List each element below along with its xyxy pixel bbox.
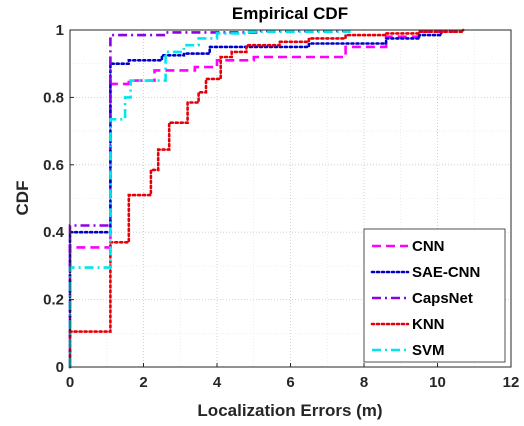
series-line-sae-cnn — [68, 28, 443, 369]
legend-label-knn: KNN — [412, 316, 445, 333]
y-tick-label: 0.8 — [43, 89, 64, 106]
legend-label-capsnet: CapsNet — [412, 290, 473, 307]
y-tick-label: 0 — [56, 359, 64, 376]
y-tick-label: 0.4 — [43, 224, 65, 241]
chart-title: Empirical CDF — [232, 4, 348, 23]
x-tick-label: 4 — [213, 374, 222, 391]
x-tick-label: 10 — [429, 374, 446, 391]
series-line-knn — [68, 28, 465, 369]
x-tick-label: 12 — [503, 374, 520, 391]
x-tick-label: 2 — [139, 374, 147, 391]
x-tick-label: 0 — [66, 374, 74, 391]
series-line-svm — [68, 30, 351, 367]
y-tick-label: 0.6 — [43, 157, 64, 174]
x-axis-title: Localization Errors (m) — [197, 401, 382, 420]
y-axis-title: CDF — [13, 181, 32, 216]
x-tick-label: 6 — [286, 374, 294, 391]
y-tick-label: 0.2 — [43, 292, 64, 309]
series-lines — [68, 28, 465, 369]
x-tick-label: 8 — [360, 374, 368, 391]
series-line-cnn — [68, 30, 461, 367]
axis-ticks: 0 2 4 6 8 10 12 0 0.2 0.4 0.6 0.8 1 — [43, 22, 519, 391]
legend-label-svm: SVM — [412, 342, 445, 359]
legend: CNN SAE-CNN CapsNet KNN SVM — [363, 228, 506, 363]
legend-label-cnn: CNN — [412, 238, 445, 255]
legend-box — [363, 228, 506, 363]
y-tick-label: 1 — [56, 22, 64, 39]
grid — [70, 30, 511, 367]
legend-label-sae-cnn: SAE-CNN — [412, 264, 480, 281]
